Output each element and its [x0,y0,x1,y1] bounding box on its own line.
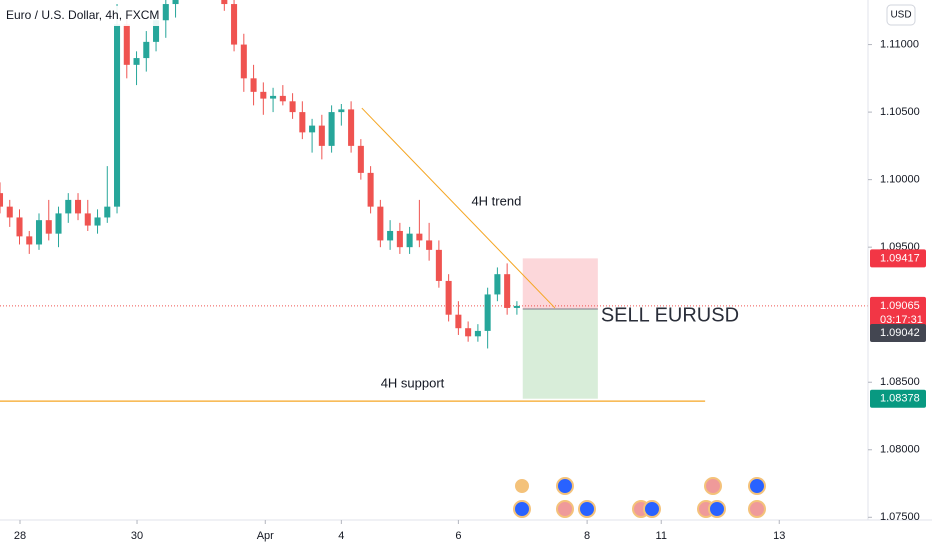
y-tick-label: 1.10000 [880,174,920,186]
y-tick-label: 1.08500 [880,376,920,388]
candle-body [416,233,423,241]
candle-body [348,109,355,146]
candle-body [114,24,121,207]
event-icon [748,500,766,518]
candle-body [133,58,140,65]
candle-body [123,24,130,65]
candle-body [16,217,23,237]
candle-body [445,280,452,315]
event-icon [643,500,661,518]
candle-body [377,206,384,241]
candle-body [26,236,33,245]
candle-body [494,274,501,295]
candle-body [143,41,150,59]
price-badge-label: 1.09417 [880,252,920,264]
event-icon [704,477,722,495]
candle-body [162,4,169,21]
price-badge [870,249,926,268]
candle-body [426,240,433,250]
trend-line [361,107,556,309]
candle-body [0,193,4,207]
candle-body [94,217,101,226]
candle-body [231,4,238,45]
y-tick-label: 1.10500 [880,106,920,118]
candle-body [474,330,481,337]
price-badge [870,324,926,343]
y-tick-label: 1.11000 [880,38,919,50]
candle-body [465,328,472,337]
annotation: 4H trend [471,193,521,208]
candle-body [299,112,306,133]
candle-body [387,230,394,241]
candle-body [84,213,91,226]
title-bg [2,6,162,26]
candle-body [484,294,491,331]
event-icon [556,500,574,518]
stop-zone [522,258,598,310]
candle-body [74,199,82,214]
event-icons [513,477,766,518]
candle-body [172,0,179,5]
candle-body [396,230,403,248]
event-icon [708,500,726,518]
price-badge [870,389,926,408]
event-icon [556,477,574,495]
countdown: 03:17:31 [880,314,923,326]
candle-body [435,249,442,281]
event-icon [578,500,596,518]
candle-body [455,314,462,329]
x-tick-label: 13 [773,530,785,542]
x-tick-label: 6 [455,530,461,542]
currency-button[interactable] [886,4,916,26]
candle-body [309,125,316,133]
event-icon [748,477,766,495]
price-badge-label: 1.09042 [880,327,920,339]
target-zone [522,309,598,399]
candle-body [260,91,267,99]
candle-body [221,0,228,5]
x-tick-label: Apr [257,530,274,542]
x-tick-label: 4 [338,530,344,542]
candle-body [406,233,413,248]
price-badge-label: 1.09065 [880,300,920,312]
candle-body [65,199,72,214]
candle-body [338,109,345,113]
annotation: 4H support [381,376,445,391]
candle-body [240,44,247,79]
candle-body [289,101,296,113]
event-icon [513,500,531,518]
candle-body [357,145,364,173]
x-tick-label: 28 [14,530,26,542]
x-tick-label: 30 [131,530,143,542]
event-icon [513,477,531,495]
price-badge-label: 1.08378 [880,393,920,405]
currency[interactable]: USD [890,10,911,21]
y-tick-label: 1.07500 [880,511,920,523]
price-badge [870,296,926,329]
candle-body [504,274,511,308]
candle-body [153,20,160,42]
annotation: SELL EURUSD [601,304,739,326]
candle-body [45,220,52,234]
candle-body [328,112,335,146]
y-tick-label: 1.08000 [880,444,920,456]
candle-body [279,95,286,102]
candle-body [250,78,257,92]
candle-body [318,125,325,146]
chart-title: Euro / U.S. Dollar, 4h, FXCM [6,8,159,22]
x-tick-label: 8 [584,530,590,542]
plot-area [0,0,868,402]
candle-body [367,172,374,207]
candle-body [104,206,111,218]
candle-body [270,95,277,99]
candle-body [513,305,520,308]
candle-body [55,213,62,234]
candle-body [35,220,43,245]
x-tick-label: 11 [656,530,667,542]
candle-body [6,206,13,218]
